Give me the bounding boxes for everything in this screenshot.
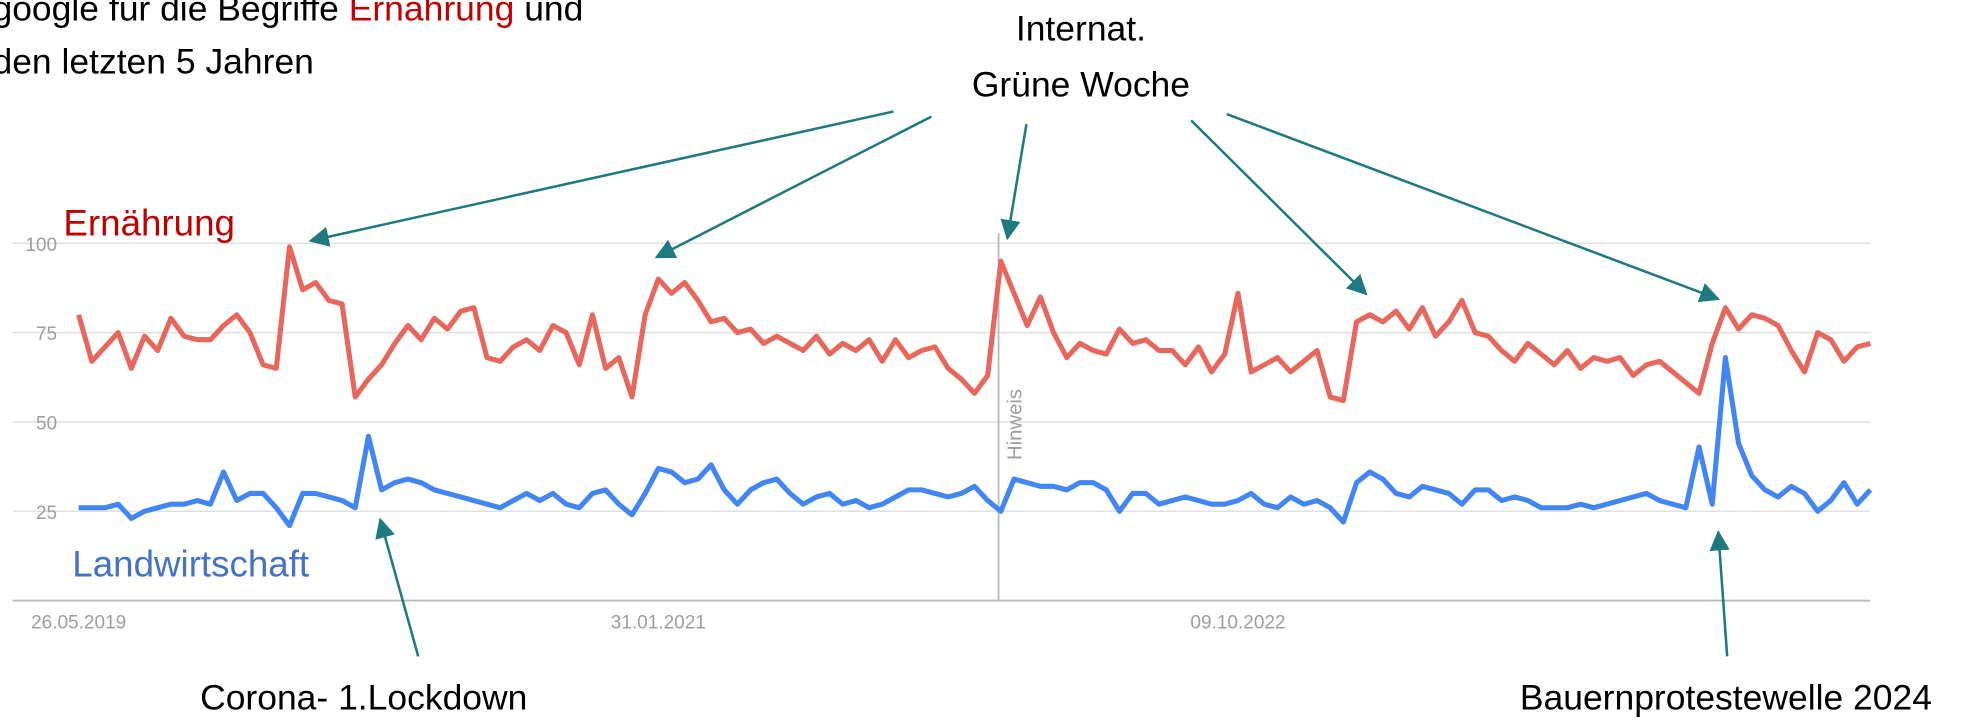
arrow	[1226, 112, 1721, 303]
arrow	[1000, 123, 1028, 241]
annotation: Bauernprotestewelle 2024	[1520, 678, 1932, 718]
note-label: Hinweis	[1004, 389, 1026, 460]
title-part: Ernährung	[349, 0, 515, 28]
arrow	[308, 110, 894, 247]
annotation: Grüne Woche	[972, 64, 1190, 104]
y-tick-label: 75	[36, 324, 57, 345]
arrow	[654, 115, 932, 259]
series-label: Ernährung	[63, 203, 235, 244]
series-label: Landwirtschaft	[72, 544, 309, 585]
arrow	[1709, 530, 1730, 657]
arrow	[1190, 119, 1368, 296]
title: google für die Begriffe Ernährung und	[0, 0, 583, 28]
title-part: google für die Begriffe	[0, 0, 349, 28]
y-tick-label: 50	[36, 414, 57, 435]
annotation: Corona- 1.Lockdown	[200, 678, 527, 718]
series-line	[78, 355, 1873, 529]
arrows	[308, 110, 1730, 657]
annotation: Internat.	[1016, 9, 1146, 49]
x-tick-label: 26.05.2019	[31, 612, 126, 633]
subtitle: den letzten 5 Jahren	[0, 41, 314, 81]
y-tick-label: 100	[25, 235, 57, 256]
x-tick-label: 31.01.2021	[611, 612, 706, 633]
title-part: und	[514, 0, 583, 28]
y-tick-label: 25	[36, 503, 57, 524]
x-tick-label: 09.10.2022	[1190, 612, 1285, 633]
arrow	[375, 517, 420, 657]
series-line	[76, 244, 1872, 404]
